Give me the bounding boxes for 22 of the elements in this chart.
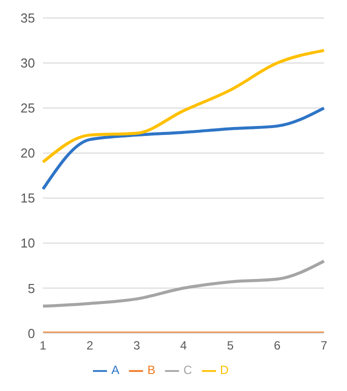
x-tick-label: 4 bbox=[180, 338, 188, 353]
line-series bbox=[42, 106, 326, 191]
line-series bbox=[42, 260, 326, 308]
legend-label: D bbox=[220, 363, 229, 378]
y-tick-label: 15 bbox=[20, 190, 35, 206]
x-tick-label: 3 bbox=[133, 338, 140, 353]
y-tick-label: 25 bbox=[20, 100, 35, 116]
x-tick-label: 6 bbox=[274, 338, 281, 353]
y-tick-label: 10 bbox=[20, 236, 35, 251]
y-tick-label: 20 bbox=[20, 146, 35, 161]
y-tick-label: 35 bbox=[20, 10, 35, 26]
y-tick-label: 0 bbox=[28, 326, 35, 341]
x-tick-label: 7 bbox=[320, 338, 328, 353]
y-tick-label: 30 bbox=[20, 56, 35, 71]
y-tick-label: 5 bbox=[28, 280, 35, 296]
legend-label: B bbox=[147, 363, 156, 378]
x-tick-label: 2 bbox=[86, 338, 94, 353]
x-tick-label: 1 bbox=[40, 338, 47, 353]
legend-label: A bbox=[111, 363, 120, 378]
x-tick-label: 5 bbox=[226, 338, 234, 353]
line-series bbox=[42, 48, 326, 164]
legend-label: C bbox=[183, 363, 192, 378]
